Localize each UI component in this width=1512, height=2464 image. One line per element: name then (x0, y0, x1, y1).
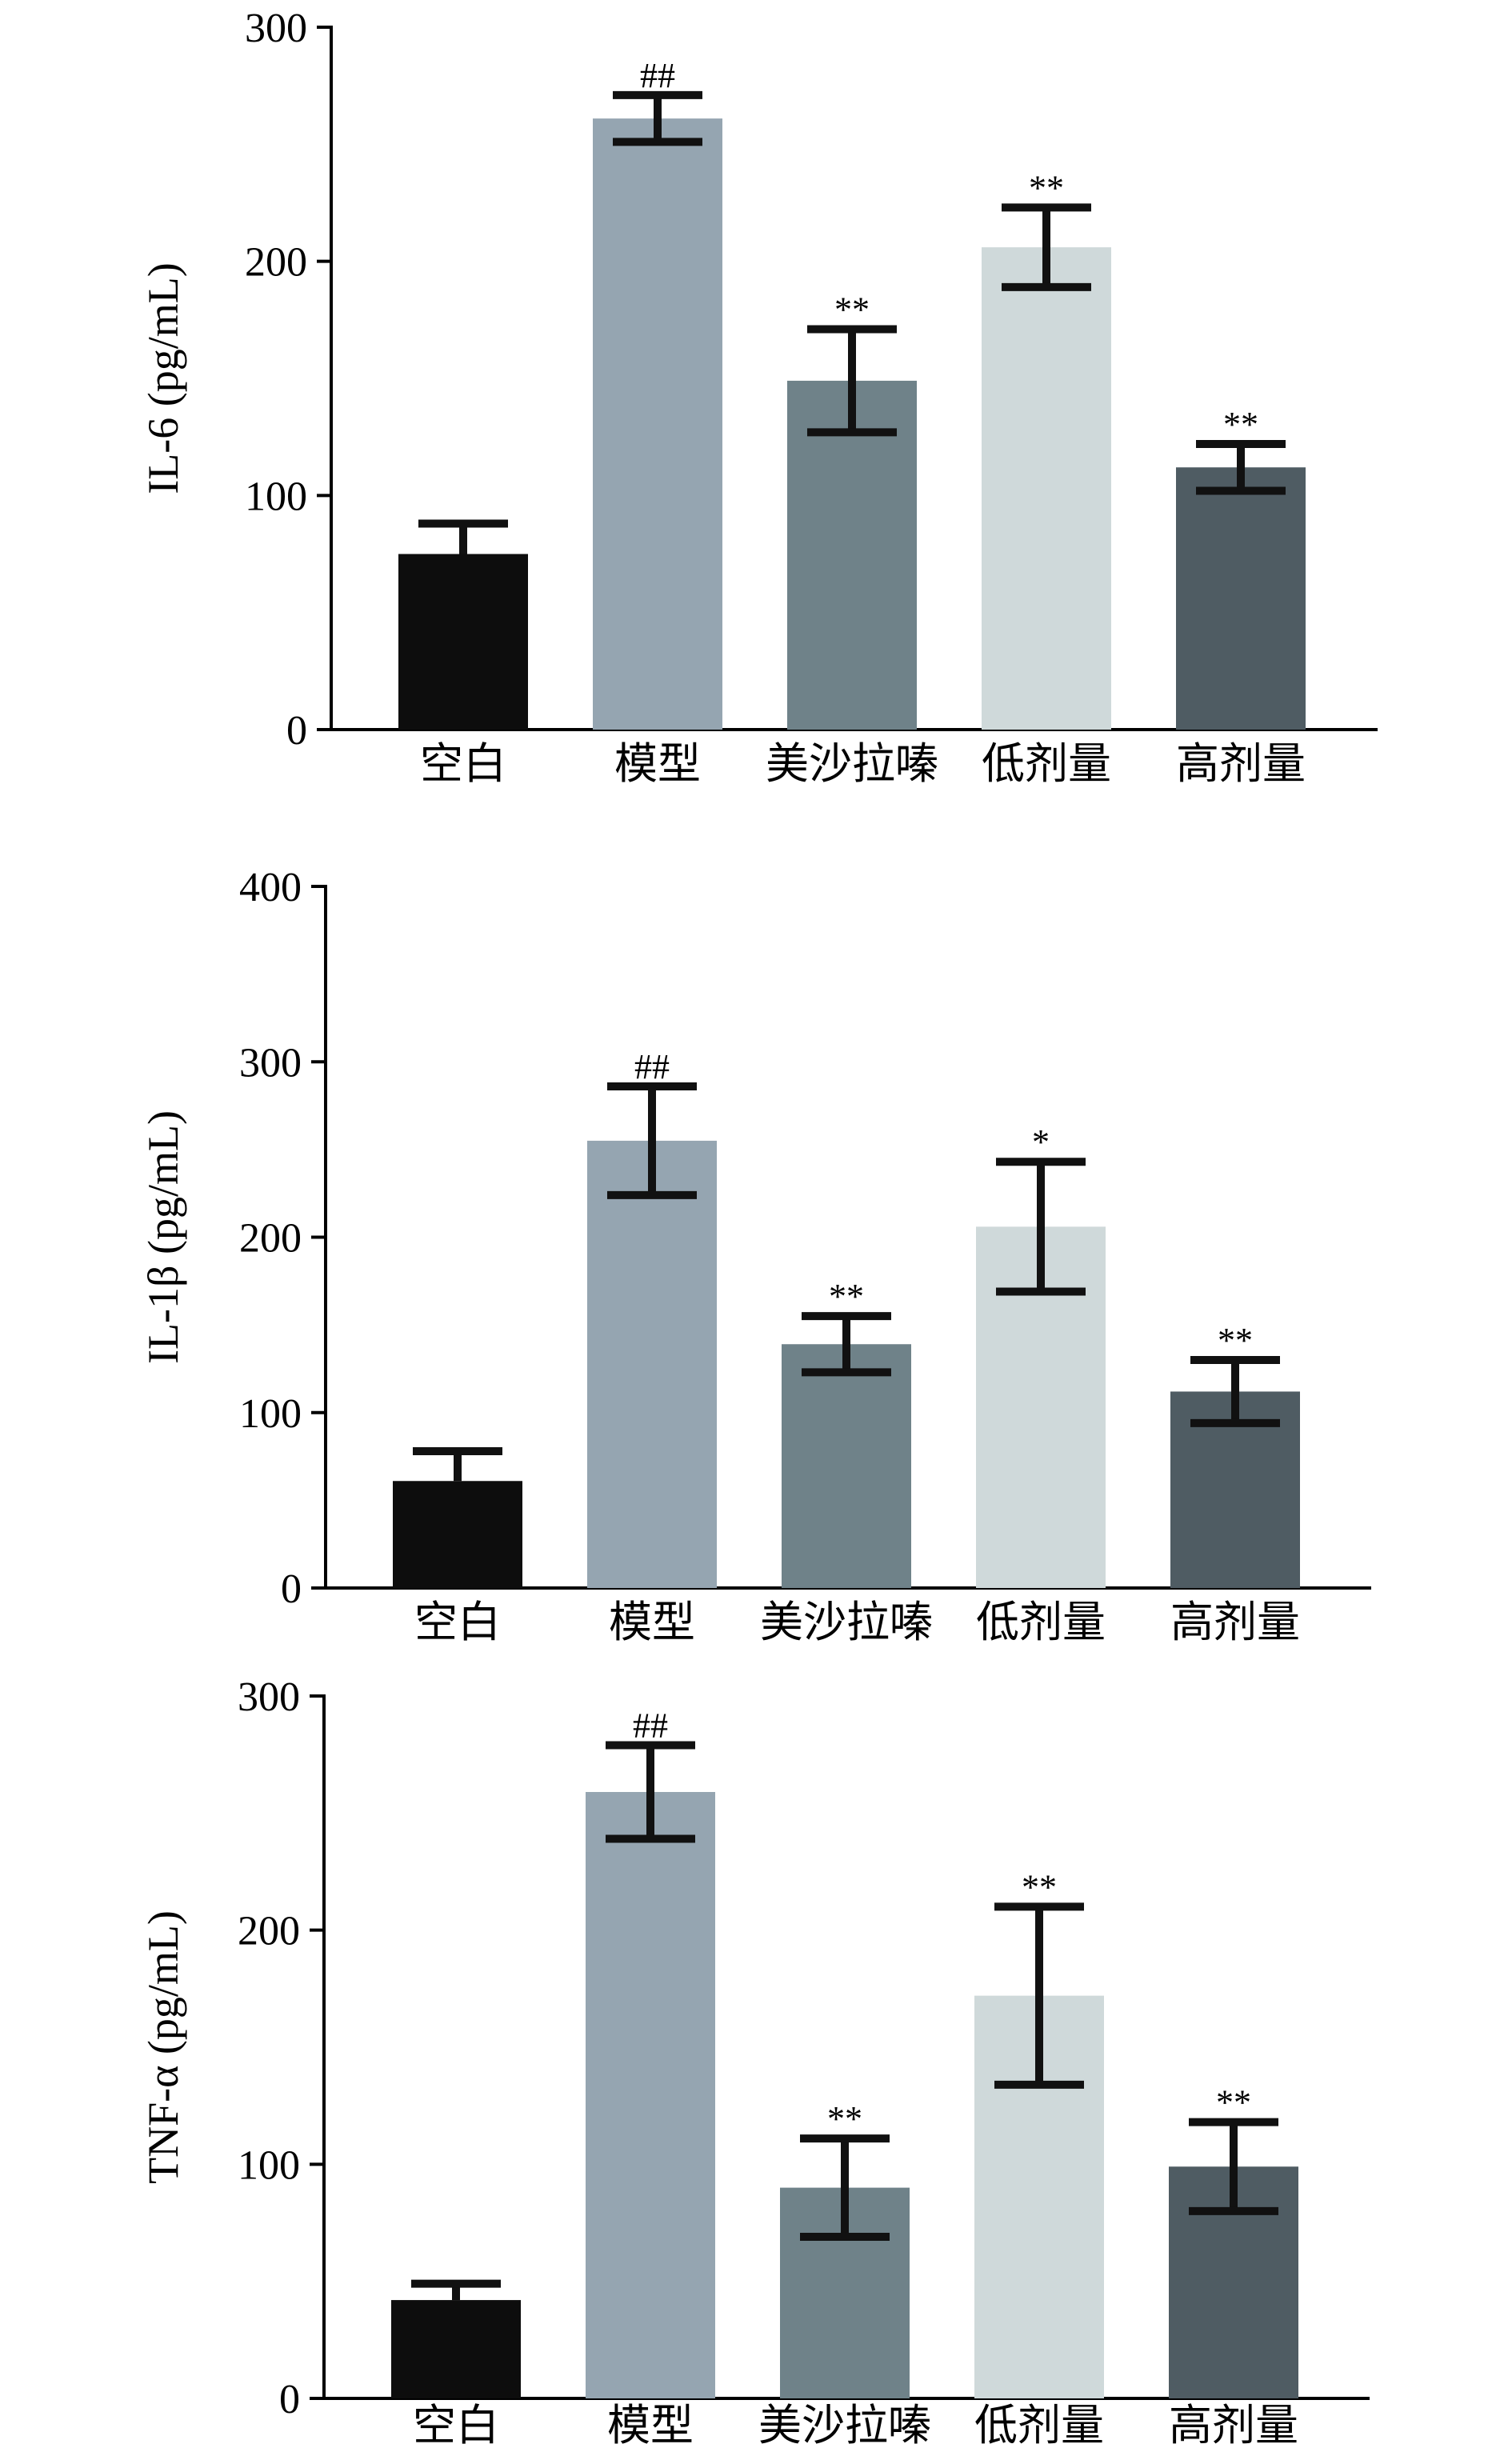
significance-label: ** (1216, 2083, 1251, 2122)
il6-panel: 0 100 200 300 IL-6 (pg/mL) 空白 ## 模型 ** 美沙拉嗪 ** 低剂量 *… (139, 6, 1378, 788)
bar (391, 2300, 521, 2398)
significance-label: ## (640, 56, 675, 95)
y-tick-label: 400 (239, 865, 302, 910)
y-tick-label: 100 (239, 1391, 302, 1437)
significance-label: ** (829, 1277, 864, 1316)
bar (1176, 467, 1306, 730)
y-tick-label: 0 (286, 708, 307, 754)
x-category-label: 低剂量 (976, 1598, 1106, 1646)
x-category-label: 低剂量 (982, 740, 1111, 788)
x-category-label: 高剂量 (1169, 2402, 1298, 2450)
significance-label: ** (1029, 168, 1064, 207)
bar (982, 247, 1111, 730)
y-tick-label: 100 (245, 474, 307, 519)
significance-label: ## (633, 1706, 668, 1745)
significance-label: ## (634, 1047, 670, 1086)
il1b-panel: 0 100 200 300 400 IL-1β (pg/mL) 空白 ## 模型 ** 美沙拉嗪 * 低… (139, 865, 1371, 1646)
bar (787, 380, 917, 730)
x-category-label: 美沙拉嗪 (760, 1598, 933, 1646)
bar (586, 1791, 715, 2398)
y-axis-label: TNF-α (pg/mL) (139, 1910, 187, 2184)
x-category-label: 模型 (609, 1598, 695, 1646)
y-tick-label: 300 (238, 1674, 300, 1720)
y-tick-label: 300 (239, 1040, 302, 1086)
x-category-label: 空白 (414, 1598, 501, 1646)
significance-label: ** (1218, 1321, 1253, 1360)
x-category-label: 空白 (420, 740, 506, 788)
x-category-label: 模型 (614, 740, 701, 788)
y-tick-label: 200 (239, 1216, 302, 1262)
significance-label: ** (1223, 405, 1258, 444)
y-tick-label: 300 (245, 6, 307, 51)
significance-label: ** (827, 2099, 862, 2138)
x-category-label: 美沙拉嗪 (758, 2402, 931, 2450)
y-tick-label: 200 (238, 1909, 300, 1954)
x-category-label: 美沙拉嗪 (766, 740, 938, 788)
bar (593, 118, 722, 730)
x-category-label: 高剂量 (1170, 1598, 1300, 1646)
tnfa-panel: 0 100 200 300 TNF-α (pg/mL) 空白 ## 模型 ** 美沙拉嗪 ** 低剂量… (139, 1674, 1370, 2450)
y-tick-label: 0 (279, 2377, 300, 2422)
y-tick-label: 100 (238, 2142, 300, 2188)
bar (393, 1481, 522, 1588)
y-axis-label: IL-6 (pg/mL) (139, 262, 187, 494)
x-category-label: 模型 (607, 2402, 694, 2450)
y-axis-label: IL-1β (pg/mL) (139, 1110, 187, 1364)
bar (587, 1140, 717, 1588)
bar (398, 554, 528, 730)
significance-label: ** (1022, 1867, 1057, 1906)
x-category-label: 空白 (413, 2402, 499, 2450)
significance-label: ** (834, 290, 870, 330)
significance-label: * (1032, 1122, 1050, 1162)
y-tick-label: 0 (281, 1566, 302, 1612)
bar (782, 1344, 911, 1588)
x-category-label: 高剂量 (1176, 740, 1306, 788)
x-category-label: 低剂量 (974, 2402, 1104, 2450)
y-tick-label: 200 (245, 240, 307, 286)
